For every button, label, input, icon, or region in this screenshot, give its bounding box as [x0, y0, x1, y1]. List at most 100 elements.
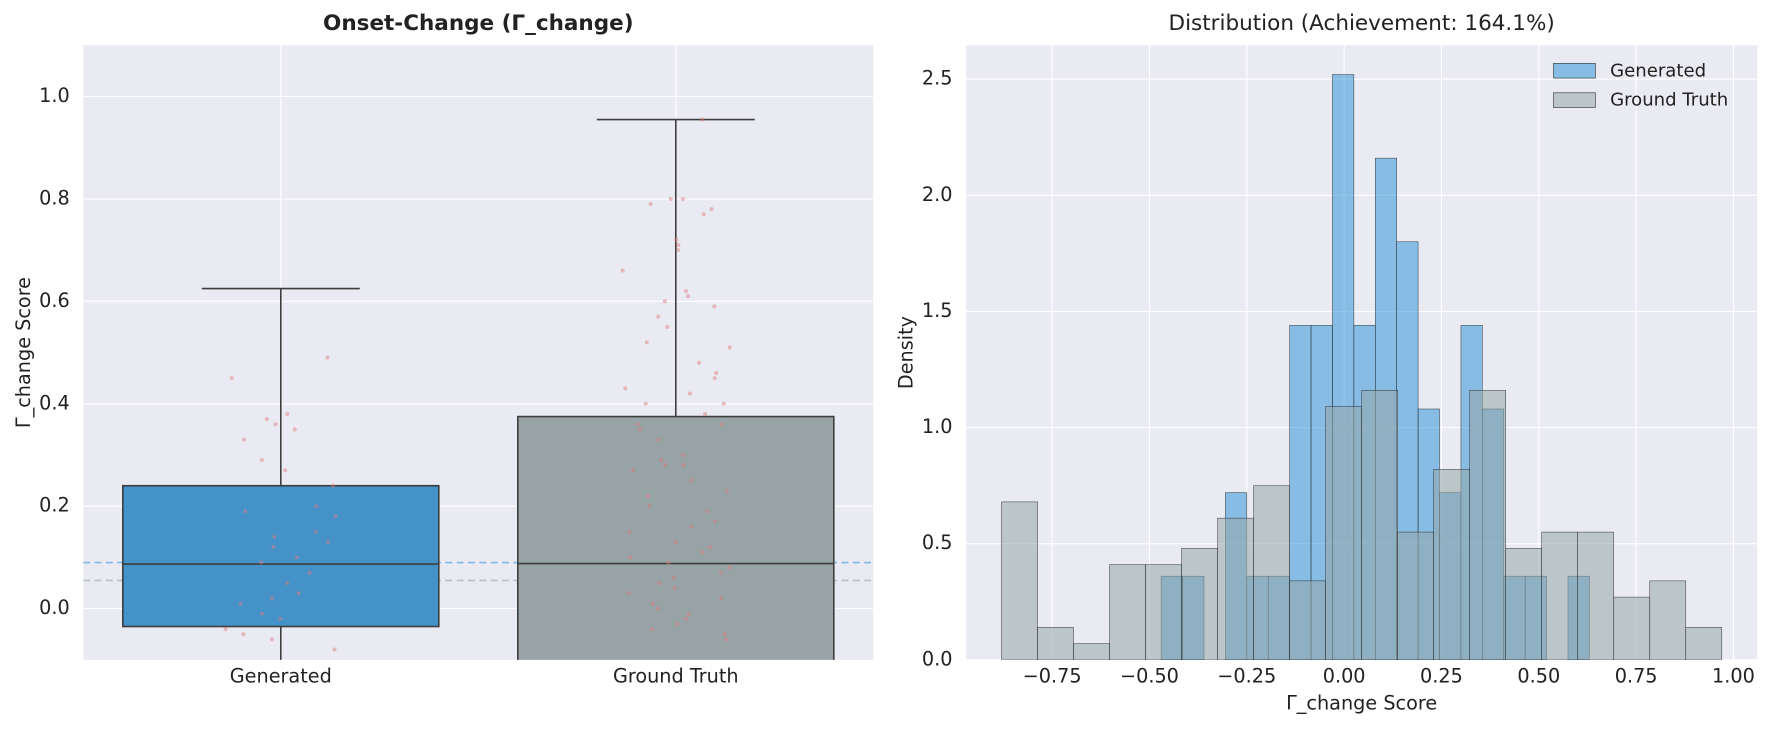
histogram-bar	[1469, 390, 1506, 660]
legend-label: Generated	[1610, 60, 1706, 81]
histogram-bar	[1001, 501, 1038, 660]
y-tick-label: 0.2	[39, 494, 70, 517]
y-tick-label: 0.4	[39, 391, 70, 414]
strip-point	[724, 488, 729, 493]
strip-point	[684, 616, 689, 621]
strip-point	[627, 529, 632, 534]
y-tick-label: 1.0	[922, 415, 953, 438]
strip-point	[626, 591, 632, 596]
y-tick-label: 2.5	[922, 67, 953, 90]
y-tick-label: 0.0	[922, 647, 953, 670]
strip-point	[689, 478, 694, 483]
strip-point	[727, 565, 732, 570]
strip-point	[264, 417, 269, 422]
x-tick-label: 0.75	[1615, 664, 1658, 687]
histogram-bar	[1325, 406, 1362, 660]
x-tick-label: 0.25	[1420, 664, 1463, 687]
y-axis-label: Γ_change Score	[12, 277, 35, 428]
strip-point	[292, 427, 297, 432]
strip-point	[672, 586, 677, 591]
strip-point	[676, 248, 681, 253]
strip-point	[314, 504, 319, 509]
strip-point	[269, 637, 275, 642]
histogram-bar	[1181, 548, 1218, 660]
strip-point	[687, 391, 692, 396]
strip-point	[671, 575, 676, 580]
strip-point	[700, 550, 705, 555]
strip-point	[296, 591, 301, 596]
strip-point	[325, 540, 331, 545]
strip-point	[714, 370, 719, 376]
strip-point	[647, 504, 652, 509]
strip-point	[272, 534, 277, 539]
strip-point	[229, 376, 234, 381]
y-tick-label: 0.5	[922, 531, 953, 554]
x-tick-label: Generated	[230, 664, 332, 687]
strip-point	[676, 242, 681, 248]
y-tick-label: 0.6	[39, 289, 70, 312]
histogram-bar	[1685, 627, 1723, 660]
strip-point	[719, 596, 724, 601]
histogram-bar	[1649, 580, 1687, 660]
histogram-bar	[1397, 531, 1434, 660]
strip-point	[278, 616, 283, 621]
strip-point	[620, 268, 625, 273]
y-tick-label: 1.0	[39, 84, 70, 107]
strip-point	[259, 458, 264, 463]
strip-point	[243, 509, 248, 514]
x-tick-label: −0.75	[1023, 664, 1082, 687]
strip-point	[689, 524, 694, 529]
strip-point	[645, 493, 651, 498]
strip-point	[241, 437, 246, 442]
strip-point	[662, 299, 667, 304]
strip-point	[703, 411, 708, 417]
strip-point	[273, 422, 278, 427]
y-tick-label: 2.0	[922, 183, 953, 206]
plot-area	[1001, 74, 1723, 660]
strip-point	[718, 570, 723, 575]
strip-point	[269, 596, 274, 601]
legend-swatch	[1553, 63, 1596, 79]
histogram-bar	[1361, 390, 1398, 660]
strip-point	[722, 632, 727, 637]
strip-point	[668, 196, 673, 201]
strip-point	[712, 519, 717, 524]
strip-point	[659, 458, 664, 463]
x-axis-label: Γ_change Score	[1286, 691, 1437, 714]
strip-point	[333, 514, 338, 519]
strip-point	[686, 294, 691, 299]
strip-point	[681, 463, 686, 468]
strip-point	[623, 386, 628, 391]
x-tick-label: −0.50	[1120, 664, 1179, 687]
y-tick-label: 0.8	[39, 186, 70, 209]
box	[517, 415, 835, 660]
strip-point	[635, 422, 640, 427]
strip-point	[330, 483, 335, 488]
histogram-bar	[1577, 531, 1615, 660]
strip-point	[283, 468, 288, 473]
strip-point	[656, 437, 661, 442]
strip-point	[683, 289, 689, 294]
strip-point	[701, 212, 706, 217]
strip-point	[271, 545, 276, 550]
strip-point	[631, 468, 636, 473]
strip-point	[307, 570, 312, 575]
strip-point	[260, 611, 265, 616]
y-tick-label: 0.0	[39, 596, 70, 619]
x-tick-label: 0.50	[1517, 664, 1560, 687]
histogram-bar	[1253, 485, 1290, 660]
x-tick-label: −0.25	[1217, 664, 1276, 687]
strip-point	[285, 411, 290, 417]
strip-point	[675, 621, 680, 627]
y-tick-label: 1.5	[922, 299, 953, 322]
histogram-bar	[1073, 643, 1110, 660]
strip-point	[325, 355, 330, 360]
strip-point	[650, 601, 656, 606]
strip-point	[649, 627, 654, 632]
strip-point	[223, 627, 228, 632]
strip-point	[313, 529, 318, 534]
strip-point	[332, 647, 337, 652]
histogram-bar	[1037, 627, 1074, 660]
y-axis-label: Density	[895, 316, 918, 389]
